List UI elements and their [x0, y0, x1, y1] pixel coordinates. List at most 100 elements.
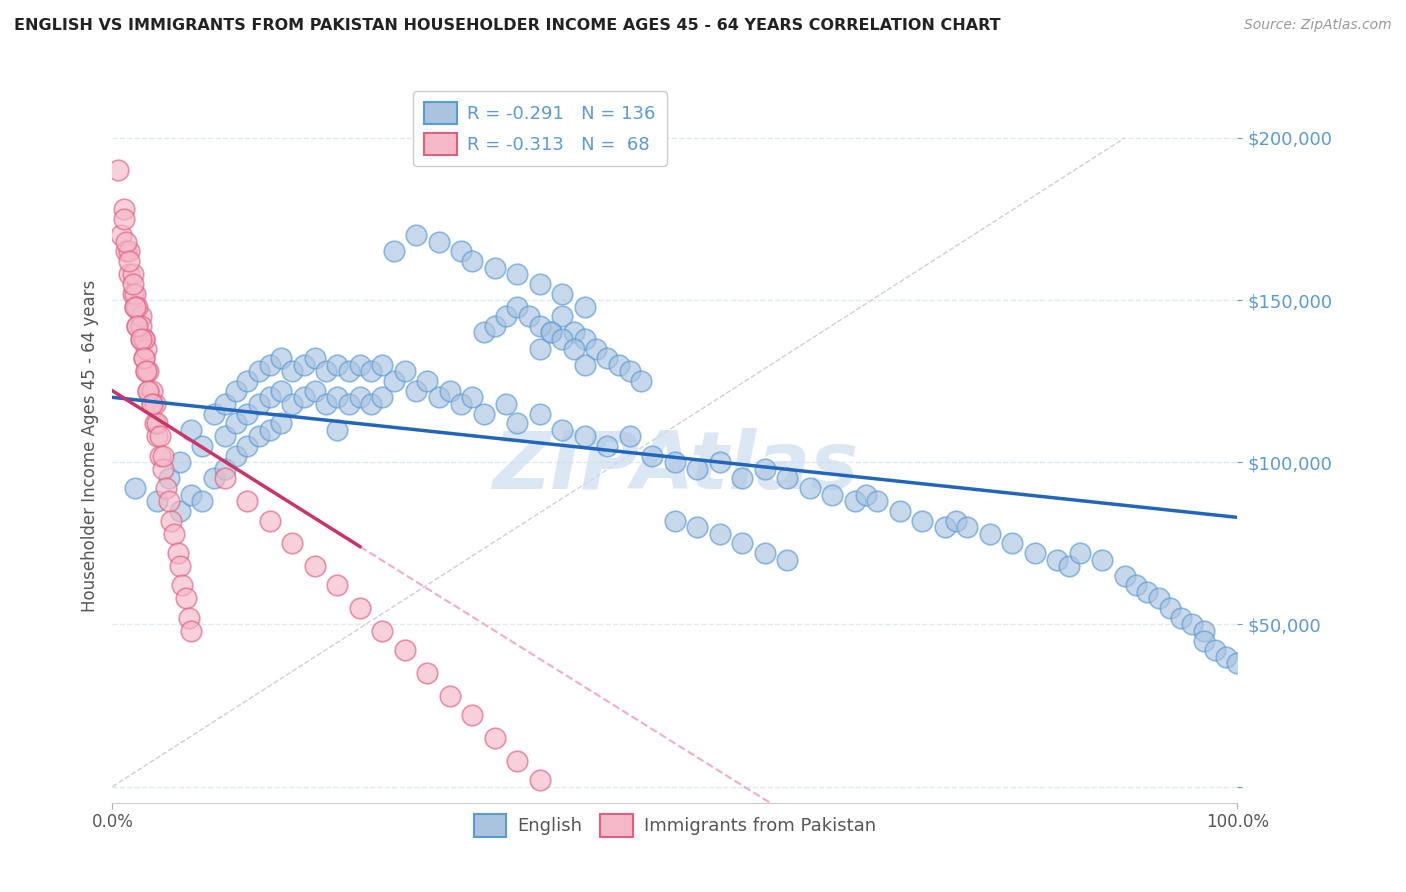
Point: [225, 384, 247, 398]
Point: [472, 326, 495, 340]
Point: [641, 449, 664, 463]
Point: [127, 300, 149, 314]
Point: [731, 536, 754, 550]
Point: [934, 520, 956, 534]
Point: [236, 407, 259, 421]
Point: [416, 374, 439, 388]
Point: [551, 286, 574, 301]
Point: [956, 520, 979, 534]
Point: [855, 488, 877, 502]
Point: [574, 332, 596, 346]
Point: [619, 364, 641, 378]
Point: [1069, 546, 1091, 560]
Legend: English, Immigrants from Pakistan: English, Immigrants from Pakistan: [467, 807, 883, 844]
Point: [225, 417, 247, 431]
Point: [247, 397, 270, 411]
Point: [1181, 617, 1204, 632]
Point: [135, 364, 157, 378]
Point: [517, 310, 540, 324]
Point: [129, 310, 152, 324]
Point: [146, 494, 169, 508]
Point: [337, 397, 360, 411]
Point: [506, 267, 529, 281]
Point: [574, 358, 596, 372]
Point: [709, 455, 731, 469]
Point: [281, 536, 304, 550]
Point: [562, 326, 585, 340]
Point: [495, 397, 517, 411]
Point: [191, 494, 214, 508]
Point: [945, 514, 967, 528]
Point: [664, 514, 686, 528]
Point: [1024, 546, 1046, 560]
Point: [169, 455, 191, 469]
Point: [157, 471, 180, 485]
Point: [149, 429, 172, 443]
Point: [166, 546, 188, 560]
Point: [394, 643, 416, 657]
Point: [461, 390, 484, 404]
Point: [292, 390, 315, 404]
Point: [304, 351, 326, 366]
Point: [540, 326, 562, 340]
Point: [127, 318, 149, 333]
Point: [776, 471, 799, 485]
Point: [664, 455, 686, 469]
Point: [121, 267, 143, 281]
Point: [1147, 591, 1170, 606]
Point: [754, 461, 776, 475]
Point: [124, 286, 146, 301]
Point: [157, 494, 180, 508]
Point: [132, 351, 155, 366]
Point: [180, 624, 202, 638]
Point: [141, 384, 163, 398]
Point: [115, 235, 138, 249]
Point: [247, 429, 270, 443]
Point: [427, 235, 450, 249]
Point: [129, 318, 152, 333]
Point: [686, 520, 709, 534]
Point: [138, 364, 160, 378]
Point: [731, 471, 754, 485]
Point: [630, 374, 652, 388]
Point: [124, 300, 146, 314]
Point: [551, 332, 574, 346]
Point: [1170, 611, 1192, 625]
Point: [574, 300, 596, 314]
Point: [979, 526, 1001, 541]
Point: [382, 374, 405, 388]
Point: [551, 423, 574, 437]
Point: [427, 390, 450, 404]
Point: [112, 211, 135, 226]
Point: [135, 342, 157, 356]
Point: [1192, 633, 1215, 648]
Point: [439, 689, 461, 703]
Point: [472, 407, 495, 421]
Point: [360, 397, 382, 411]
Point: [236, 439, 259, 453]
Point: [259, 514, 281, 528]
Point: [132, 332, 155, 346]
Point: [270, 417, 292, 431]
Point: [160, 514, 183, 528]
Point: [495, 310, 517, 324]
Text: ENGLISH VS IMMIGRANTS FROM PAKISTAN HOUSEHOLDER INCOME AGES 45 - 64 YEARS CORREL: ENGLISH VS IMMIGRANTS FROM PAKISTAN HOUS…: [14, 18, 1001, 33]
Point: [143, 397, 166, 411]
Point: [281, 397, 304, 411]
Point: [107, 163, 129, 178]
Point: [180, 488, 202, 502]
Point: [382, 244, 405, 259]
Point: [394, 364, 416, 378]
Point: [163, 526, 186, 541]
Point: [506, 754, 529, 768]
Point: [686, 461, 709, 475]
Text: Source: ZipAtlas.com: Source: ZipAtlas.com: [1244, 18, 1392, 32]
Point: [1046, 552, 1069, 566]
Point: [585, 342, 607, 356]
Point: [529, 773, 551, 788]
Point: [259, 423, 281, 437]
Point: [270, 384, 292, 398]
Point: [461, 708, 484, 723]
Point: [124, 481, 146, 495]
Point: [146, 417, 169, 431]
